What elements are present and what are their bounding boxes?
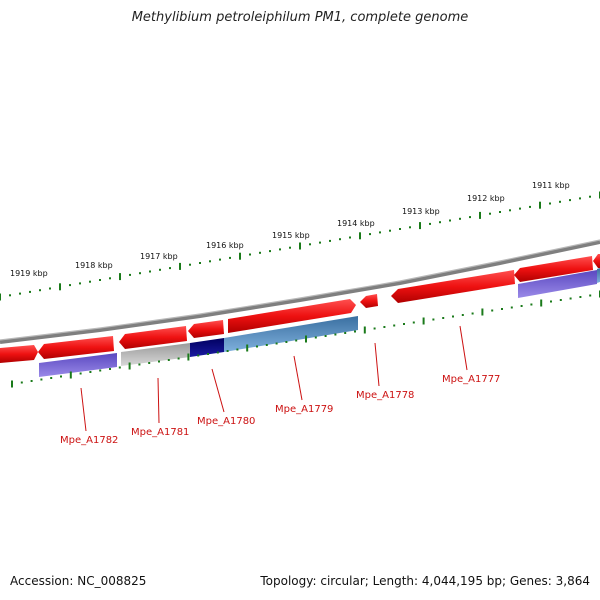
cds-feature[interactable]	[518, 270, 597, 298]
scale-label-1915: 1915 kbp	[272, 231, 310, 240]
gene-feature[interactable]	[38, 336, 114, 359]
scale-label-1917: 1917 kbp	[140, 252, 178, 261]
gene-feature[interactable]	[514, 256, 593, 282]
gene-label-mpe-a1782[interactable]: Mpe_A1782	[60, 435, 118, 446]
gene-feature[interactable]	[228, 299, 356, 333]
accession-text: Accession: NC_008825	[10, 574, 147, 588]
outer-scale-ring	[0, 191, 600, 301]
cds-feature[interactable]	[224, 316, 358, 352]
gene-feature[interactable]	[0, 345, 38, 363]
scale-label-1914: 1914 kbp	[337, 219, 375, 228]
scale-label-1913: 1913 kbp	[402, 207, 440, 216]
gene-feature[interactable]	[188, 320, 224, 338]
gene-feature[interactable]	[360, 294, 378, 308]
gene-label-mpe-a1777[interactable]: Mpe_A1777	[442, 374, 500, 385]
feature-track-cds	[39, 268, 600, 377]
gene-label-mpe-a1781[interactable]: Mpe_A1781	[131, 427, 189, 438]
gene-leader-lines	[80, 325, 468, 432]
cds-feature[interactable]	[597, 268, 600, 283]
inner-scale-ring	[11, 290, 600, 388]
cds-feature[interactable]	[190, 338, 224, 357]
gene-feature[interactable]	[119, 326, 187, 349]
map-title: Methylibium petroleiphilum PM1, complete…	[131, 10, 469, 25]
cds-feature[interactable]	[39, 353, 117, 377]
scale-label-1911: 1911 kbp	[532, 181, 570, 190]
cds-feature[interactable]	[121, 343, 190, 366]
scale-label-1918: 1918 kbp	[75, 261, 113, 270]
scale-label-1912: 1912 kbp	[467, 194, 505, 203]
gene-labels: Mpe_A1782 Mpe_A1781 Mpe_A1780 Mpe_A1779 …	[60, 374, 500, 446]
gene-label-mpe-a1780[interactable]: Mpe_A1780	[197, 416, 255, 427]
gene-label-mpe-a1779[interactable]: Mpe_A1779	[275, 404, 333, 415]
feature-track-red	[0, 254, 600, 363]
scale-label-1916: 1916 kbp	[206, 241, 244, 250]
gene-feature[interactable]	[391, 270, 515, 303]
gene-label-mpe-a1778[interactable]: Mpe_A1778	[356, 390, 414, 401]
topology-text: Topology: circular; Length: 4,044,195 bp…	[260, 574, 590, 588]
scale-label-1919: 1919 kbp	[10, 269, 48, 278]
genome-backbone	[0, 240, 600, 344]
scale-labels: 1919 kbp 1918 kbp 1917 kbp 1916 kbp 1915…	[10, 181, 570, 278]
gene-feature[interactable]	[593, 254, 600, 268]
